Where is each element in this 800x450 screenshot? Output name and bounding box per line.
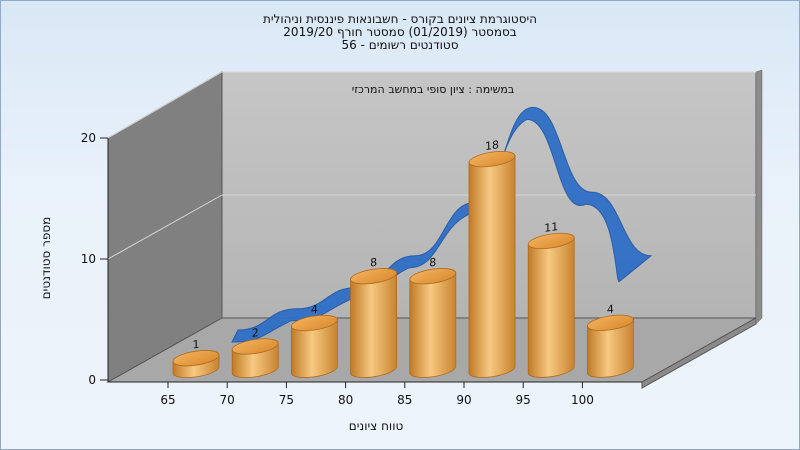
chart-title-line-2: בסמסטר (01/2019) סמסטר חורף 2019/20 <box>283 25 517 39</box>
y-axis: 0 10 20 <box>81 131 109 387</box>
chart-subtitle: במשימה : ציון סופי במחשב המרכזי <box>352 83 515 96</box>
bar-6: 11 <box>527 220 575 378</box>
bar-body-7 <box>587 319 634 378</box>
bar-top-6 <box>527 232 575 250</box>
chart-title-line-3: סטודנטים רשומים - 56 <box>341 38 459 52</box>
x-tick-label-0: 65 <box>160 393 175 407</box>
bar-4: 8 <box>409 256 457 378</box>
bar-5: 18 <box>468 138 516 378</box>
bar-top-7 <box>587 314 634 331</box>
bar-0: 1 <box>172 338 220 379</box>
bar-top-5 <box>468 151 516 168</box>
bar-value-label-2: 4 <box>311 303 318 317</box>
chart-right-edge <box>755 69 763 325</box>
bar-body-2 <box>291 319 338 378</box>
x-axis-label: טווח ציונים <box>349 419 404 433</box>
x-tick-label-7: 100 <box>571 393 594 407</box>
bar-3: 8 <box>350 256 398 378</box>
bar-value-label-4: 8 <box>429 256 436 270</box>
bar-top-0 <box>172 350 220 367</box>
gridline-side-2 <box>107 71 223 139</box>
bar-value-label-1: 2 <box>252 326 259 340</box>
bar-value-label-6: 11 <box>544 220 558 235</box>
x-tick-label-6: 95 <box>516 393 531 407</box>
chart-title-line-1: היסטוגרמת ציונים בקורס - חשבונאות פיננסי… <box>262 12 538 26</box>
bar-value-label-0: 1 <box>193 338 200 352</box>
bar-top-2 <box>290 314 338 332</box>
bar-top-4 <box>409 268 457 285</box>
bar-value-label-3: 8 <box>370 256 377 270</box>
bar-2: 4 <box>290 303 338 378</box>
bar-top-3 <box>350 268 398 285</box>
x-tick-label-2: 75 <box>279 393 294 407</box>
bar-7: 4 <box>587 302 634 378</box>
bar-body-6 <box>527 237 575 378</box>
bar-body-3 <box>350 272 397 378</box>
y-axis-label: מספר סטודנטים <box>39 217 53 300</box>
y-tick-label-2: 20 <box>81 131 96 145</box>
x-axis: 65 70 75 80 85 90 95 100 <box>108 381 642 407</box>
x-tick-label-1: 70 <box>220 393 235 407</box>
bars-series: 1 2 4 8 8 18 11 4 <box>172 138 634 379</box>
gridline-side-1 <box>107 194 223 260</box>
bar-1: 2 <box>231 326 279 378</box>
y-tick-label-0: 0 <box>88 373 96 387</box>
y-tick-label-1: 10 <box>81 252 96 266</box>
x-tick-label-4: 85 <box>397 393 412 407</box>
bar-value-label-7: 4 <box>607 302 614 316</box>
x-tick-label-3: 80 <box>338 393 353 407</box>
bar-body-5 <box>468 155 516 378</box>
bar-top-1 <box>231 338 279 355</box>
x-tick-label-5: 90 <box>456 393 471 407</box>
bar-value-label-5: 18 <box>485 138 499 153</box>
bar-body-4 <box>409 272 457 378</box>
